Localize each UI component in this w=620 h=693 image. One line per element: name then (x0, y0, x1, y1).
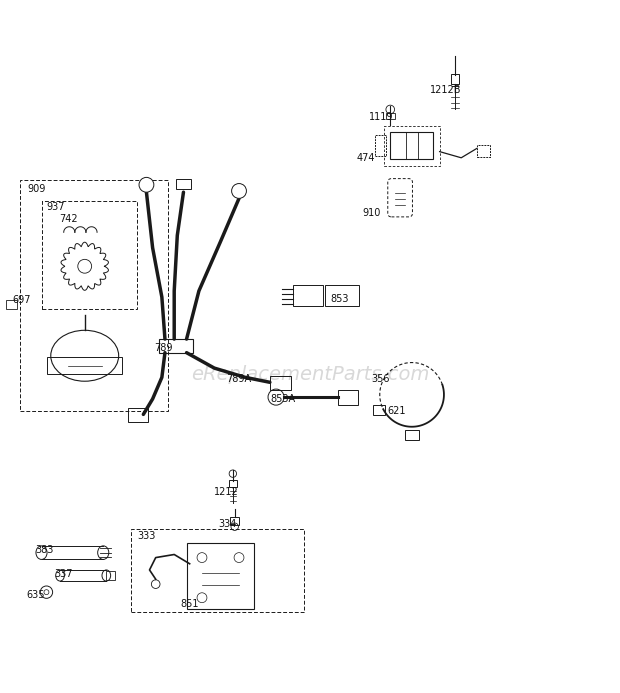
Bar (159, 339, 193, 353)
Text: 474: 474 (356, 153, 375, 164)
Text: 333: 333 (137, 531, 156, 541)
Bar (390, 132, 433, 159)
Text: 1212B: 1212B (430, 85, 462, 96)
Bar (229, 480, 237, 487)
Circle shape (139, 177, 154, 192)
Text: 334: 334 (219, 519, 237, 529)
Text: 937: 937 (46, 202, 65, 212)
Bar (106, 571, 115, 580)
Bar (386, 112, 394, 119)
Text: 742: 742 (59, 214, 78, 225)
Bar (42, 202, 137, 310)
Text: 853: 853 (330, 294, 349, 304)
Bar (47, 358, 122, 374)
Text: 851: 851 (180, 599, 199, 610)
Text: 337: 337 (54, 569, 73, 579)
Bar (338, 389, 358, 405)
Text: 789A: 789A (227, 374, 252, 384)
Text: 635: 635 (26, 590, 45, 599)
Text: 621: 621 (387, 406, 405, 416)
Text: 789: 789 (154, 343, 172, 353)
Bar (270, 376, 291, 389)
Text: 383: 383 (35, 545, 54, 555)
Bar (326, 286, 360, 306)
Text: 356: 356 (372, 374, 390, 384)
Bar (384, 125, 440, 166)
Circle shape (232, 184, 246, 198)
Bar (131, 529, 304, 612)
Bar (477, 146, 490, 157)
Text: 1119: 1119 (370, 112, 394, 122)
Text: eReplacementParts.com: eReplacementParts.com (191, 365, 429, 384)
Text: 1212: 1212 (215, 486, 239, 497)
Bar (375, 135, 386, 157)
Bar (293, 286, 323, 306)
Bar (176, 179, 191, 189)
Bar (20, 180, 168, 412)
Bar (231, 517, 239, 525)
Text: 910: 910 (363, 208, 381, 218)
Bar (128, 408, 148, 422)
Text: 697: 697 (12, 295, 31, 305)
Text: 909: 909 (27, 184, 46, 194)
Bar (6, 300, 17, 309)
Bar (451, 74, 459, 84)
Text: 853A: 853A (270, 394, 295, 404)
